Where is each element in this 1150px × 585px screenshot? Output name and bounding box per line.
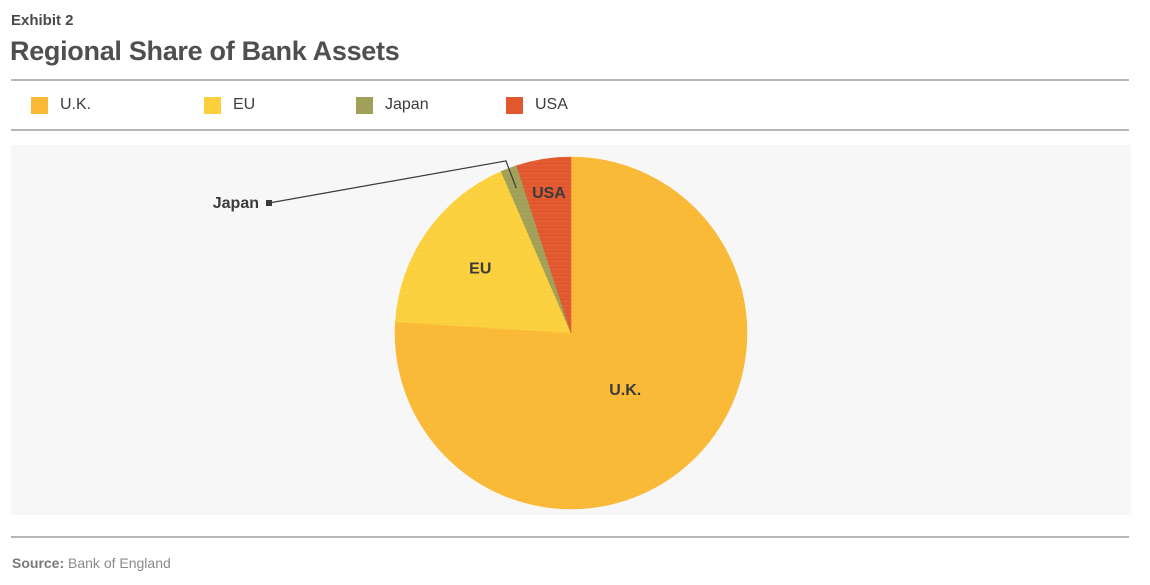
legend-item-usa: USA: [506, 96, 568, 114]
legend-divider: [11, 129, 1129, 131]
legend-item-japan: Japan: [356, 96, 429, 114]
legend-swatch-usa: [506, 96, 523, 114]
pie-slice-texture-eu: [395, 171, 571, 333]
callout-leader-line: [268, 160, 517, 204]
chart-title: Regional Share of Bank Assets: [10, 36, 400, 66]
pie-slice-texture-usa: [516, 157, 571, 333]
legend-swatch-japan: [356, 96, 373, 114]
top-divider: [11, 79, 1129, 81]
legend-swatch-uk: [31, 96, 48, 114]
source-text: Bank of England: [68, 555, 171, 571]
pie-chart: U.K. EU USA Japan: [213, 156, 748, 510]
source-label: Source:: [12, 555, 65, 571]
legend-label-uk: U.K.: [60, 96, 92, 113]
callout-marker: [266, 200, 272, 206]
pie-slice-texture-japan: [501, 165, 571, 333]
slice-label-usa: USA: [532, 185, 566, 202]
legend-item-uk: U.K.: [31, 96, 91, 114]
exhibit-label: Exhibit 2: [11, 12, 74, 29]
legend-label-japan: Japan: [385, 96, 429, 113]
callout-label-japan: Japan: [213, 195, 259, 212]
bottom-divider: [11, 536, 1129, 538]
legend-swatch-eu: [204, 96, 221, 114]
slice-label-uk: U.K.: [609, 382, 641, 399]
slice-label-eu: EU: [469, 260, 491, 277]
plot-area: U.K. EU USA Japan: [11, 145, 1131, 515]
legend: U.K. EU Japan USA: [11, 80, 1129, 130]
legend-item-eu: EU: [204, 96, 255, 114]
legend-label-eu: EU: [233, 96, 256, 113]
source-note: Source: Bank of England: [12, 555, 171, 571]
legend-label-usa: USA: [535, 96, 568, 113]
